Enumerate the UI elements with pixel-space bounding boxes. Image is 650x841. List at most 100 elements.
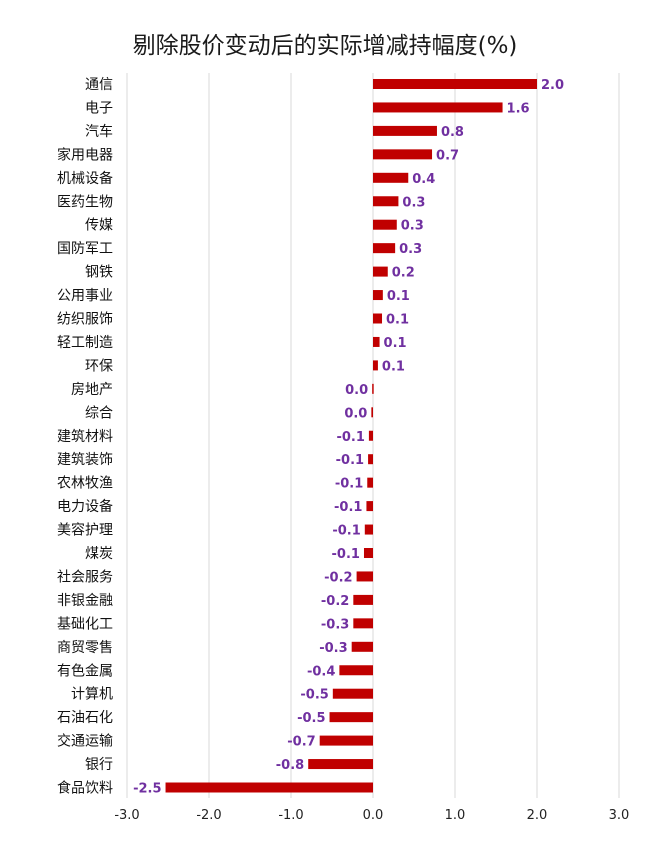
category-label: 通信	[85, 77, 113, 93]
bar	[373, 243, 396, 254]
bar	[339, 665, 373, 676]
bar	[373, 79, 537, 89]
bar	[364, 524, 373, 535]
data-label: 0.7	[436, 148, 459, 163]
bar	[373, 172, 409, 183]
category-label: 非银金融	[57, 593, 113, 609]
category-label: 银行	[85, 757, 113, 773]
category-label: 综合	[85, 405, 113, 421]
data-label: -0.1	[336, 453, 364, 468]
category-label: 纺织服饰	[57, 312, 113, 328]
chart-title: 剔除股价变动后的实际增减持幅度(%)	[132, 33, 518, 59]
data-label: 1.6	[507, 101, 530, 116]
bar	[373, 290, 383, 301]
data-label: -0.1	[336, 430, 364, 445]
bar	[367, 477, 373, 488]
category-label: 医药生物	[57, 194, 113, 210]
bar	[373, 313, 383, 324]
data-label: -0.1	[332, 547, 360, 562]
category-label: 电子	[85, 100, 113, 116]
category-label: 社会服务	[57, 569, 113, 585]
data-label: -0.2	[324, 570, 352, 585]
data-label: -0.5	[300, 688, 328, 703]
bar	[329, 712, 373, 723]
bar	[351, 641, 373, 652]
bar	[165, 782, 373, 793]
bar	[332, 688, 373, 699]
bar	[371, 407, 373, 418]
data-label: 2.0	[541, 78, 564, 93]
data-label: -0.4	[307, 664, 335, 679]
data-label: -0.3	[319, 641, 347, 656]
bar	[353, 594, 373, 605]
bar	[373, 125, 437, 136]
category-label: 建筑材料	[57, 429, 113, 445]
category-label: 计算机	[71, 687, 113, 703]
category-label: 石油石化	[57, 710, 113, 726]
bar	[356, 571, 373, 582]
data-label: -0.1	[335, 477, 363, 492]
data-label: -0.7	[287, 735, 315, 750]
data-label: 0.1	[382, 359, 405, 374]
category-label: 农林牧渔	[57, 476, 113, 492]
category-label: 公用事业	[57, 288, 113, 304]
category-label: 基础化工	[57, 615, 113, 632]
bar	[372, 383, 374, 394]
data-label: 0.3	[401, 219, 424, 234]
data-label: 0.0	[345, 383, 368, 398]
bar	[373, 102, 503, 113]
category-label: 美容护理	[57, 522, 113, 539]
data-label: 0.2	[392, 266, 415, 281]
category-label: 轻工制造	[57, 335, 113, 351]
category-label: 有色金属	[57, 662, 113, 679]
data-label: 0.3	[399, 242, 422, 257]
bar	[319, 735, 373, 746]
category-label: 房地产	[71, 382, 113, 398]
category-label: 传媒	[85, 218, 113, 234]
category-label: 建筑装饰	[57, 452, 113, 468]
category-label: 环保	[85, 358, 113, 374]
data-label: 0.4	[412, 172, 435, 187]
data-label: -0.1	[332, 524, 360, 539]
bar	[373, 196, 399, 207]
x-tick-label: -3.0	[114, 808, 139, 823]
data-label: 0.3	[402, 195, 425, 210]
category-label: 国防军工	[57, 241, 113, 257]
category-label: 机械设备	[57, 170, 113, 187]
bar	[373, 149, 433, 160]
x-tick-label: -1.0	[278, 808, 303, 823]
category-label: 交通运输	[57, 733, 113, 750]
category-label: 家用电器	[57, 146, 113, 163]
bar	[366, 501, 373, 512]
data-label: -0.1	[334, 500, 362, 515]
x-tick-label: 0.0	[363, 808, 384, 823]
category-label: 汽车	[85, 123, 113, 140]
data-label: 0.1	[387, 289, 410, 304]
bar	[373, 336, 380, 347]
data-label: -0.3	[321, 617, 349, 632]
x-tick-label: 3.0	[609, 808, 630, 823]
category-label: 食品饮料	[57, 780, 113, 797]
bar	[373, 360, 378, 371]
bar	[363, 548, 373, 558]
bar	[373, 266, 388, 277]
x-tick-label: 1.0	[445, 808, 466, 823]
bar	[308, 759, 373, 770]
bar	[353, 618, 373, 629]
category-label: 煤炭	[85, 546, 113, 562]
category-label: 商贸零售	[57, 640, 113, 656]
data-label: 0.1	[386, 313, 409, 328]
data-label: -0.5	[297, 711, 325, 726]
bar	[368, 454, 373, 465]
data-label: 0.8	[441, 125, 464, 140]
data-label: -0.2	[321, 594, 349, 609]
category-label: 钢铁	[85, 265, 113, 281]
data-label: 0.1	[384, 336, 407, 351]
data-label: 0.0	[344, 406, 367, 421]
data-label: -0.8	[276, 758, 304, 773]
bar	[373, 219, 397, 230]
bar	[368, 430, 373, 441]
data-label: -2.5	[133, 782, 161, 797]
